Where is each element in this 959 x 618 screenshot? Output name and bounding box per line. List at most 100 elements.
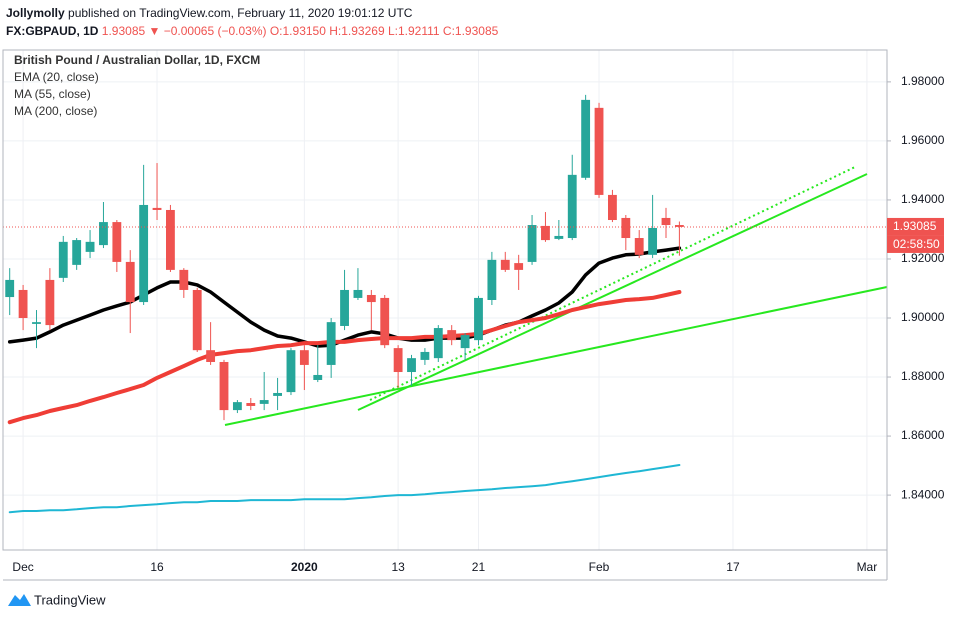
candle-body (32, 322, 41, 324)
candle-body (72, 240, 82, 265)
candle-body (447, 330, 457, 341)
candle-body (179, 269, 189, 290)
trend-line (357, 173, 868, 411)
candle-body (554, 235, 564, 239)
logo-text: TradingView (34, 592, 106, 607)
candle-body (18, 289, 28, 319)
header: Jollymolly published on TradingView.com,… (6, 4, 498, 40)
countdown-box (887, 235, 944, 253)
chart-title: British Pound / Australian Dollar, 1D, F… (14, 53, 260, 67)
grid-layer (3, 50, 887, 550)
candle-body (500, 259, 510, 270)
candle-body (85, 241, 95, 252)
candle-body (246, 403, 256, 406)
candle-body (353, 289, 363, 298)
candle-body (299, 350, 309, 365)
candle-body (286, 350, 296, 393)
candle-body (567, 174, 577, 239)
y-tick-label: 1.86000 (901, 428, 945, 442)
candle-body (541, 225, 550, 241)
candle-body (487, 259, 497, 300)
candle-body (139, 204, 149, 303)
candle-body (380, 297, 390, 346)
candle-body (5, 279, 15, 298)
logo-icon (8, 594, 31, 606)
candle-body (674, 225, 684, 227)
high: H:1.93269 (329, 24, 385, 38)
candle-body (514, 263, 524, 270)
candle-body (326, 322, 336, 365)
candle-body (340, 289, 349, 326)
x-tick-label: 13 (391, 560, 405, 574)
x-tick-label: Mar (857, 560, 878, 574)
candle-body (58, 241, 68, 278)
price: 1.93085 (101, 24, 146, 38)
trend-line (224, 286, 888, 426)
candle-body (259, 400, 269, 404)
candle-body (420, 351, 430, 360)
candle-body (581, 99, 591, 178)
x-tick-label: Feb (589, 560, 610, 574)
publish-line: Jollymolly published on TradingView.com,… (6, 4, 498, 22)
candle-body (125, 261, 135, 303)
candle-body (608, 194, 617, 221)
candle-body (99, 222, 108, 246)
candle-body (273, 392, 282, 396)
candle-body (192, 289, 202, 351)
candle-body (433, 328, 443, 359)
low: L:1.92111 (387, 24, 440, 38)
x-tick-label: 21 (472, 560, 486, 574)
close: C:1.93085 (442, 24, 499, 38)
trend-lines (224, 166, 888, 426)
published: published on TradingView.com, February 1… (68, 6, 413, 20)
y-tick-label: 1.84000 (901, 487, 945, 501)
candle-body (393, 348, 403, 373)
price-label-box (887, 217, 944, 236)
candle-body (621, 217, 631, 239)
candle-body (460, 335, 470, 349)
y-tick-label: 1.90000 (901, 310, 945, 324)
candle-body (527, 225, 537, 262)
plot-frame (2, 49, 888, 551)
x-tick-label: 17 (726, 560, 740, 574)
y-tick-label: 1.96000 (901, 133, 945, 147)
candle-body (112, 222, 122, 262)
candle-body (232, 402, 242, 411)
legend-entry: MA (55, close) (14, 87, 91, 101)
author[interactable]: Jollymolly (6, 6, 65, 20)
x-tick-label: 16 (150, 560, 164, 574)
candle-body (634, 238, 644, 255)
candle-body (648, 227, 658, 255)
open: O:1.93150 (269, 24, 326, 38)
candle-body (45, 279, 55, 326)
x-tick-label: Dec (12, 560, 33, 574)
candle-body (594, 107, 604, 195)
candle-body (313, 374, 323, 380)
price-label: 1.93085 (893, 219, 937, 233)
candle-body (206, 350, 216, 362)
candle-body (152, 207, 162, 210)
legend-entry: MA (200, close) (14, 104, 97, 118)
x-tick-label: 2020 (291, 560, 318, 574)
y-tick-label: 1.98000 (901, 74, 945, 88)
change: ▼ −0.00065 (−0.03%) (148, 24, 267, 38)
candle-body (219, 361, 229, 411)
candle-body (166, 209, 175, 270)
candle-body (366, 294, 376, 303)
candle-body (661, 217, 671, 226)
countdown: 02:58:50 (893, 237, 940, 251)
y-tick-label: 1.92000 (901, 251, 945, 265)
footer-logo[interactable]: TradingView (8, 592, 106, 607)
quote-line: FX:GBPAUD, 1D 1.93085 ▼ −0.00065 (−0.03%… (6, 22, 498, 40)
legend: British Pound / Australian Dollar, 1D, F… (14, 53, 260, 118)
y-tick-label: 1.94000 (901, 192, 945, 206)
candle-body (407, 358, 416, 373)
symbol: FX:GBPAUD, 1D (6, 24, 99, 38)
marks-layer (3, 94, 887, 514)
y-tick-label: 1.88000 (901, 369, 945, 383)
indicator-line (7, 290, 682, 425)
indicator-line (8, 464, 681, 514)
candle-body (474, 297, 483, 341)
